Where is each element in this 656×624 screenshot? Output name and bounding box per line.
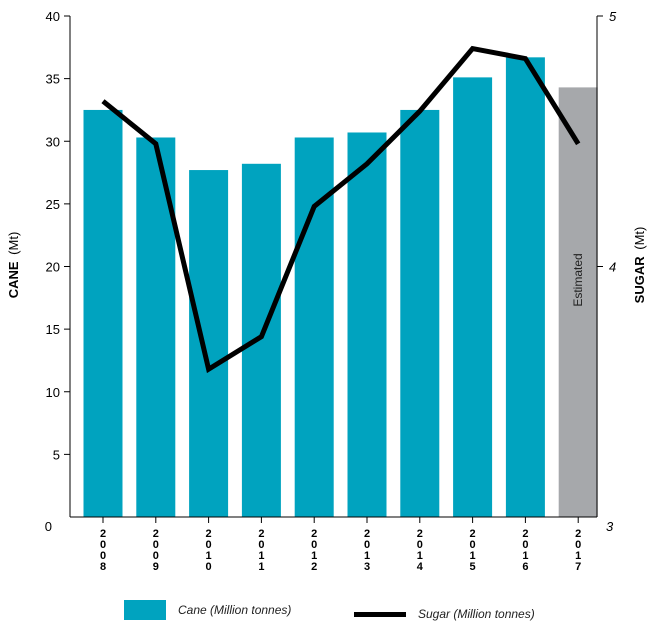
y-right-tick-label-4: 4 xyxy=(609,260,616,275)
bar-2008 xyxy=(83,109,123,517)
bar-2013 xyxy=(347,132,387,518)
bar-2014 xyxy=(400,109,440,517)
y-left-tick-label-0: 0 xyxy=(45,519,52,534)
legend-swatch-sugar xyxy=(354,612,406,617)
y-left-tick-label-15: 15 xyxy=(46,322,60,337)
y-axis-left-label-main: CANE xyxy=(6,261,21,298)
legend-label-sugar: Sugar (Million tonnes) xyxy=(418,607,535,621)
y-left-tick-label-20: 20 xyxy=(46,260,60,275)
y-left-tick-label-10: 10 xyxy=(46,385,60,400)
estimated-label: Estimated xyxy=(571,253,585,306)
svg-text:CANE (Mt): CANE (Mt) xyxy=(6,232,21,299)
legend-swatch-cane xyxy=(124,600,166,620)
estimated-annotation: Estimated xyxy=(571,253,585,306)
legend-item-cane: Cane (Million tonnes) xyxy=(124,600,291,620)
y-axis-right-label-unit: (Mt) xyxy=(632,227,647,250)
legend-item-sugar: Sugar (Million tonnes) xyxy=(354,607,535,621)
bar-2017 xyxy=(558,87,598,517)
y-axis-right-label-main: SUGAR xyxy=(632,256,647,304)
y-left-tick-label-35: 35 xyxy=(46,72,60,87)
svg-text:SUGAR (Mt): SUGAR (Mt) xyxy=(632,227,647,304)
x-axis-labels: 2 0 0 8 2 0 0 9 2 0 1 0 2 0 1 1 2 0 1 2 2 0 1 3 2 0 1 4 2 0 1 5 2 0 1 6 2 0 1 7 xyxy=(100,517,581,573)
y-axis-right-ticks: 3 4 5 xyxy=(597,9,617,534)
y-left-tick-label-5: 5 xyxy=(53,447,60,462)
sugar-line xyxy=(101,45,581,374)
y-right-tick-label-3: 3 xyxy=(606,519,614,534)
y-axis-left-title: CANE (Mt) xyxy=(6,232,21,299)
legend: Cane (Million tonnes) Sugar (Million ton… xyxy=(0,600,656,624)
bar-2016 xyxy=(505,57,545,518)
bar-2015 xyxy=(453,77,493,517)
bar-2012 xyxy=(294,137,334,517)
y-left-tick-label-30: 30 xyxy=(46,134,60,149)
y-left-tick-label-25: 25 xyxy=(46,197,60,212)
bar-2011 xyxy=(241,163,281,518)
bar-series xyxy=(83,57,598,518)
line-series xyxy=(101,45,581,374)
y-left-tick-label-40: 40 xyxy=(46,9,60,24)
legend-label-cane: Cane (Million tonnes) xyxy=(178,603,292,617)
bar-2010 xyxy=(189,170,229,517)
y-right-tick-label-5: 5 xyxy=(609,9,617,24)
y-axis-right-title: SUGAR (Mt) xyxy=(632,227,647,304)
y-axis-left-label-unit: (Mt) xyxy=(6,232,21,255)
y-axis-left-ticks: 0 5 10 15 20 25 30 35 40 xyxy=(45,9,70,534)
